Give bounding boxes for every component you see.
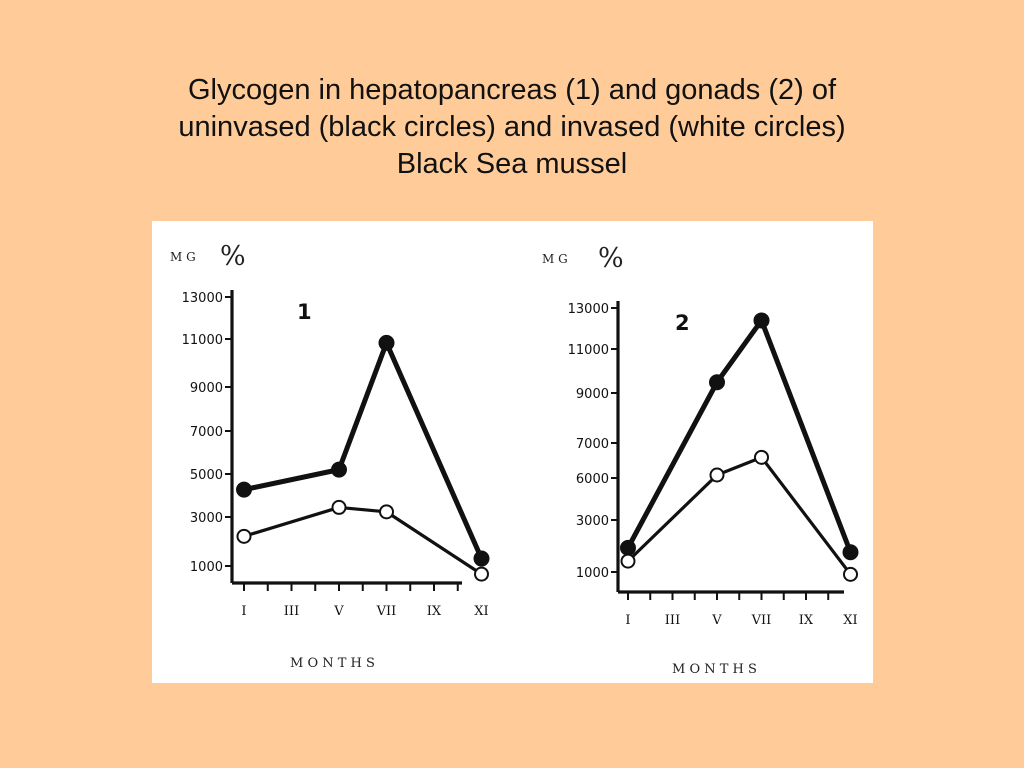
x-tick-label: VII [376,604,397,619]
y-tick-label: 1000 [576,566,609,581]
series-line-open [243,505,483,576]
x-axis-title: M O N T H S [290,656,375,671]
y-tick-label: 6000 [576,472,609,487]
y-tick-label: 11000 [568,343,609,358]
series-line-open [626,455,852,576]
x-tick-label: V [333,604,344,619]
series-line-filled [625,317,853,554]
data-point-open [620,553,636,569]
data-point-open [474,566,489,582]
data-point-filled [378,334,395,351]
data-point-filled [236,481,252,498]
figure-panel: M G% 1 13000 11000 9000 7000 5000 3000 1000 I III V… [152,221,873,683]
data-point-open [843,566,858,582]
unit-percent-label: % [220,241,246,272]
data-point-open [379,504,394,520]
y-tick-label: 13000 [182,291,223,306]
data-point-open [236,528,252,544]
title-line-2: uninvased (black circles) and invased (w… [178,111,846,143]
series-line-filled [243,340,484,560]
x-tick-label: VII [751,613,772,628]
y-tick-label: 5000 [190,468,223,483]
data-point-filled [842,544,859,561]
x-tick-label: I [625,613,630,628]
y-tick-label: 11000 [182,333,223,348]
slide-title: Glycogen in hepatopancreas (1) and gonad… [60,72,964,183]
y-tick-label: 3000 [576,514,609,529]
x-tick-label: XI [474,604,488,619]
y-tick-label: 13000 [568,302,609,317]
title-line-3: Black Sea mussel [396,148,628,180]
y-tick-label: 1000 [190,560,223,575]
panel-number: 2 [675,311,690,335]
x-tick-label: IX [799,613,814,628]
x-tick-label: IX [427,604,442,619]
data-point-filled [473,550,490,567]
data-point-open [331,499,347,515]
y-tick-label: 7000 [576,437,609,452]
y-tick-label: 9000 [576,387,609,402]
title-line-1: Glycogen in hepatopancreas (1) and gonad… [187,74,837,106]
y-tick-label: 9000 [190,381,223,396]
x-tick-label: V [711,613,722,628]
unit-mg-label: M G [542,252,568,266]
y-tick-label: 7000 [190,425,223,440]
x-tick-label: I [241,604,246,619]
data-point-filled [753,312,770,329]
x-tick-label: III [284,604,299,619]
data-point-filled [331,461,347,478]
x-tick-label: III [665,613,680,628]
panel-number: 1 [297,300,312,324]
unit-percent-label: % [598,243,624,274]
data-point-filled [709,374,725,391]
x-tick-label: XI [843,613,857,628]
y-tick-label: 3000 [190,511,223,526]
data-point-open [754,449,769,465]
data-point-filled [620,539,636,556]
x-axis-title: M O N T H S [672,662,757,677]
data-point-open [709,467,725,483]
unit-mg-label: M G [170,250,196,264]
